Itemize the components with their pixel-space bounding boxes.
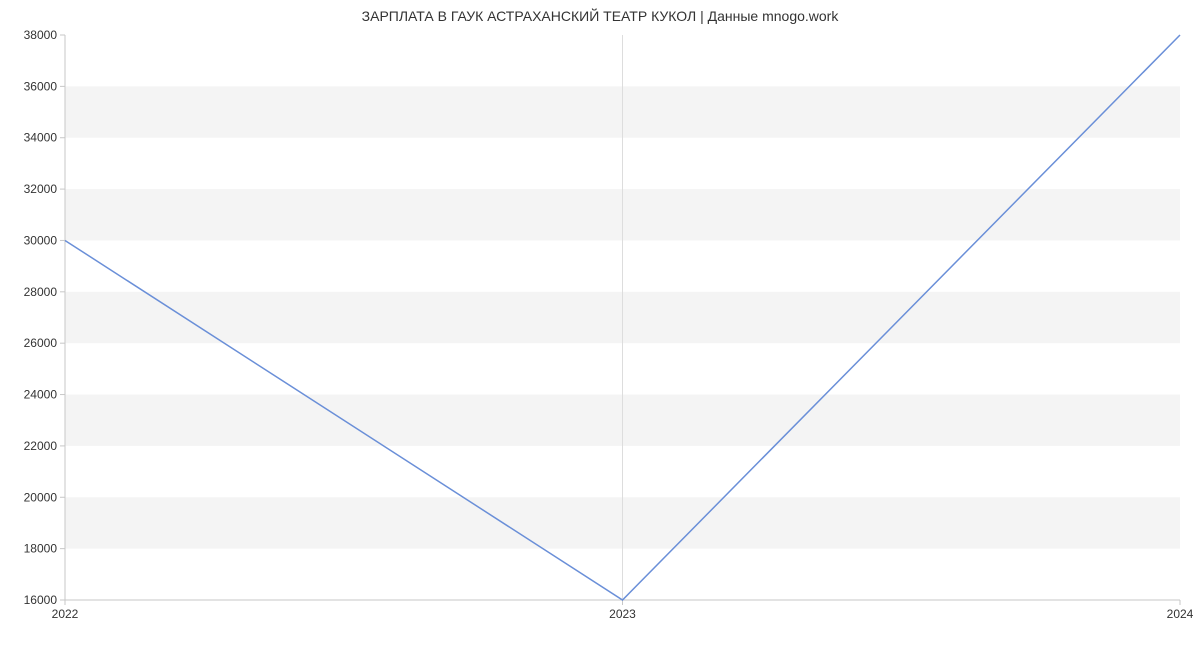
y-tick-label: 20000 <box>24 490 58 504</box>
y-tick-label: 16000 <box>24 593 58 607</box>
line-chart: ЗАРПЛАТА В ГАУК АСТРАХАНСКИЙ ТЕАТР КУКОЛ… <box>0 0 1200 650</box>
y-tick-label: 30000 <box>24 233 58 247</box>
y-tick-label: 18000 <box>24 542 58 556</box>
y-tick-label: 34000 <box>24 131 58 145</box>
y-tick-label: 38000 <box>24 28 58 42</box>
y-tick-label: 26000 <box>24 336 58 350</box>
y-tick-label: 22000 <box>24 439 58 453</box>
chart-svg: 16000 18000 20000 22000 24000 26000 28000 30000… <box>0 0 1200 650</box>
chart-title: ЗАРПЛАТА В ГАУК АСТРАХАНСКИЙ ТЕАТР КУКОЛ… <box>0 8 1200 24</box>
x-tick-label: 2023 <box>609 607 636 621</box>
y-tick-label: 28000 <box>24 285 58 299</box>
y-tick-label: 32000 <box>24 182 58 196</box>
y-tick-label: 36000 <box>24 79 58 93</box>
x-tick-label: 2022 <box>52 607 79 621</box>
x-tick-label: 2024 <box>1167 607 1194 621</box>
y-tick-label: 24000 <box>24 388 58 402</box>
